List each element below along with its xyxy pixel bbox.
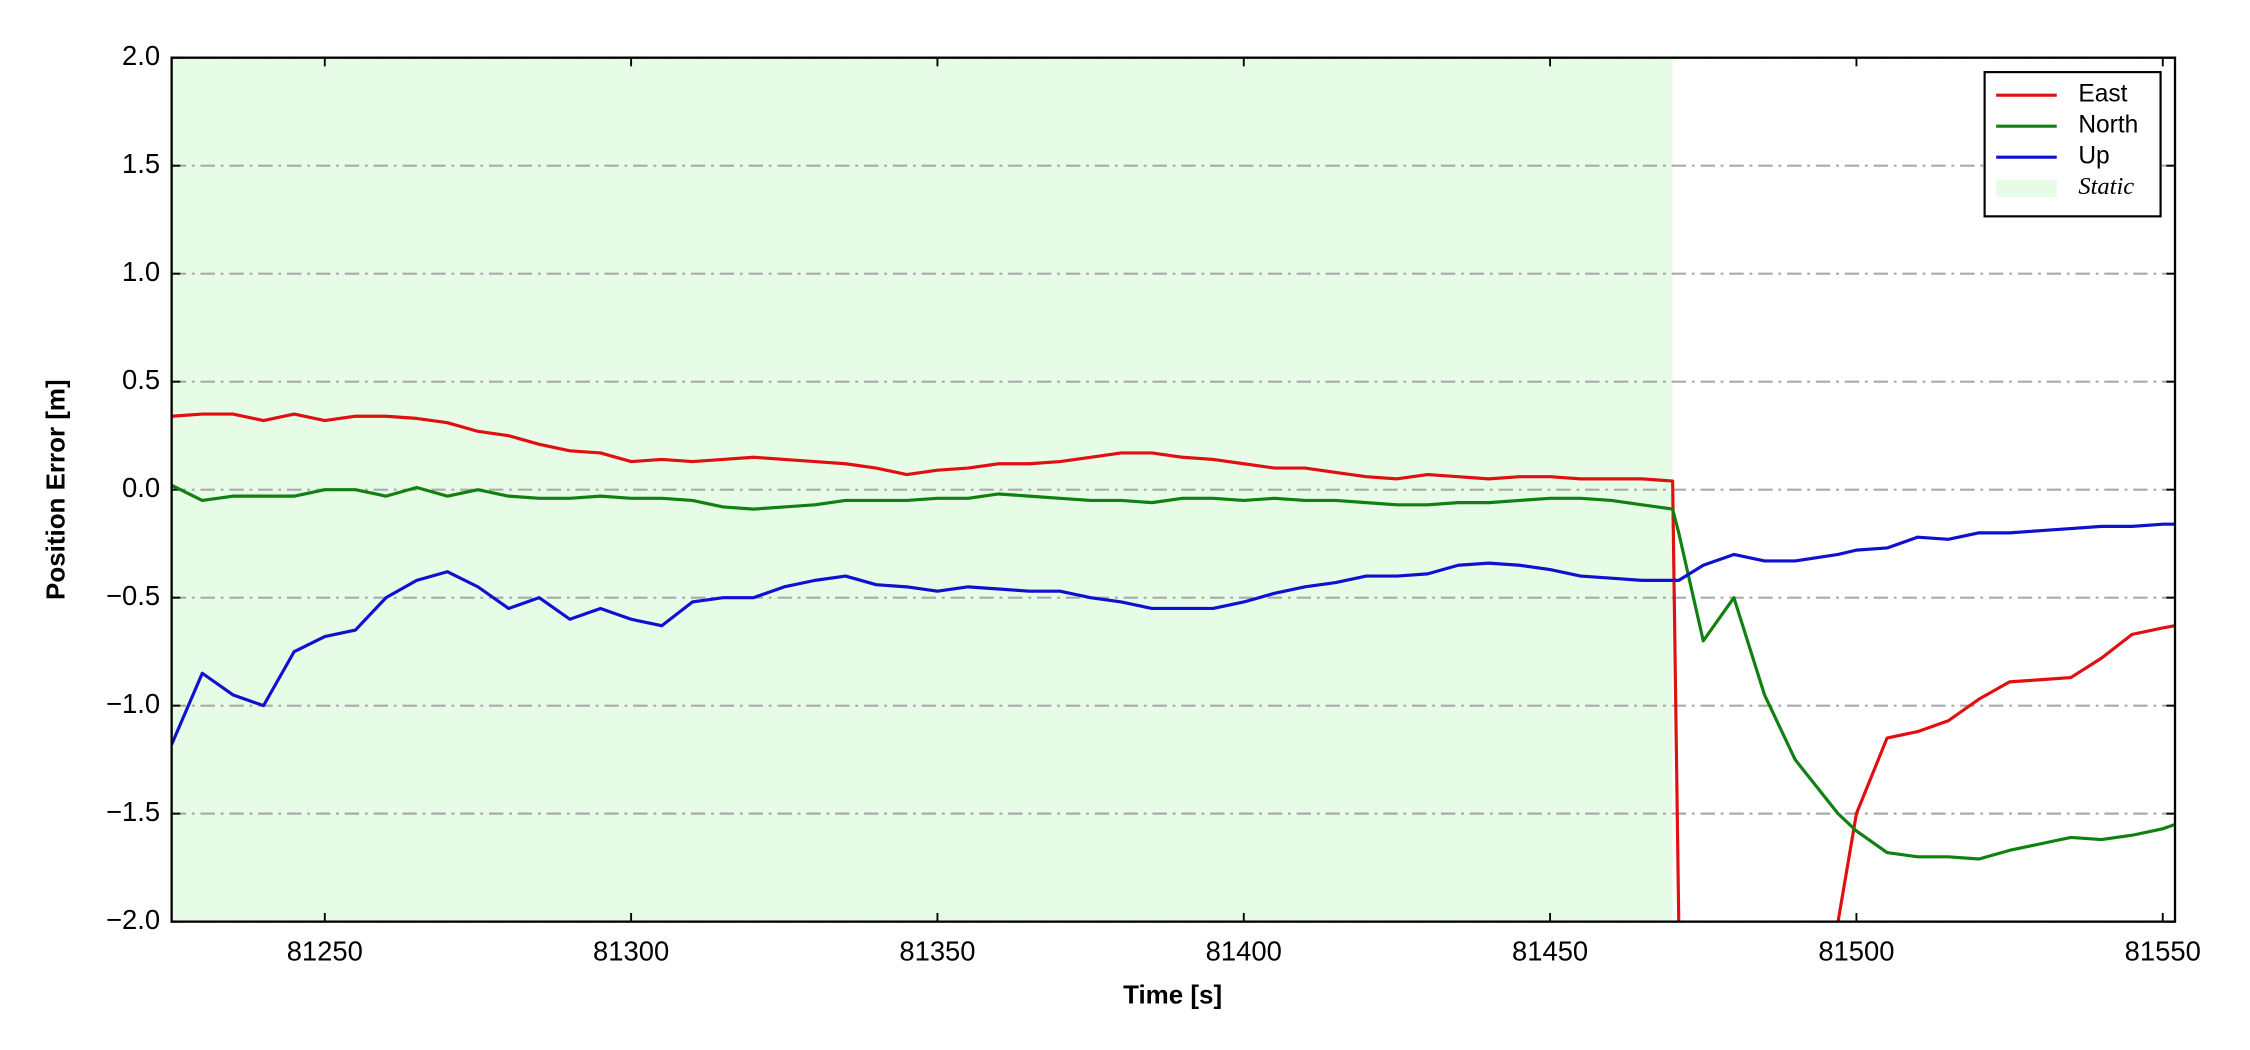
- y-tick-label: 1.0: [122, 256, 160, 287]
- legend-label: East: [2078, 81, 2127, 108]
- x-tick-label: 81500: [1818, 936, 1894, 967]
- plot-lines: [171, 412, 2175, 922]
- y-tick-label: 2.0: [122, 40, 160, 71]
- y-tick-label: −0.5: [106, 580, 160, 611]
- series-line: [171, 412, 2175, 922]
- x-tick-label: 81300: [593, 936, 669, 967]
- x-tick-label: 81400: [1206, 936, 1282, 967]
- series-line: [171, 522, 2175, 746]
- x-tick-label: 81450: [1512, 936, 1588, 967]
- legend-label: Static: [2078, 173, 2134, 200]
- plot-frame: [170, 56, 2177, 923]
- y-tick-label: 0.0: [122, 472, 160, 503]
- y-tick-label: 0.5: [122, 364, 160, 395]
- series-line: [171, 483, 2175, 861]
- x-tick-label: 81550: [2125, 936, 2201, 967]
- legend-label: Up: [2078, 143, 2109, 170]
- y-tick-label: −1.0: [106, 688, 160, 719]
- legend-label: North: [2078, 112, 2138, 139]
- y-axis-label: Position Error [m]: [41, 379, 71, 600]
- x-tick-label: 81250: [287, 936, 363, 967]
- x-tick-label: 81350: [899, 936, 975, 967]
- legend-swatch: [1996, 179, 2057, 197]
- x-axis-label: Time [s]: [1123, 979, 1222, 1009]
- y-tick-label: −2.0: [106, 904, 160, 935]
- y-tick-label: 1.5: [122, 148, 160, 179]
- y-tick-label: −1.5: [106, 796, 160, 827]
